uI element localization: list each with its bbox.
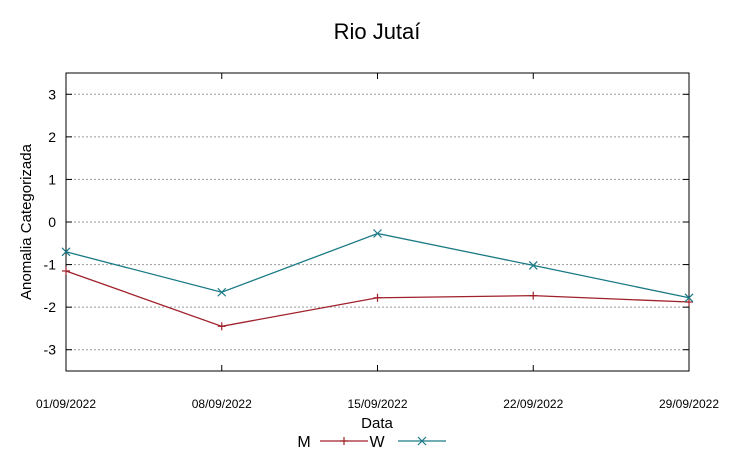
x-axis: 01/09/2022 08/09/2022 15/09/2022 22/09/2022…: [36, 73, 719, 411]
x-tick-label: 01/09/2022: [36, 397, 96, 411]
series-w-point: [684, 293, 694, 303]
series-w-point: [528, 260, 538, 270]
x-tick-label: 29/09/2022: [659, 397, 719, 411]
y-axis: 3 2 1 0 -1 -2 -3: [44, 86, 689, 358]
series-m-point: [62, 266, 70, 275]
chart-title: Rio Jutaí: [334, 19, 421, 44]
series-m-point: [529, 291, 538, 300]
legend-label-m: M: [297, 434, 310, 451]
y-tick-label: 0: [48, 214, 56, 230]
x-tick-label: 08/09/2022: [192, 397, 252, 411]
series-w-point: [373, 229, 382, 238]
x-axis-label: Data: [361, 415, 393, 432]
series-w-point-stroke: [684, 293, 694, 303]
series-m-point: [685, 298, 693, 307]
x-tick-label: 22/09/2022: [503, 397, 563, 411]
series-m-point: [217, 322, 226, 331]
series-w-point: [61, 247, 71, 257]
y-tick-label: 2: [48, 129, 56, 145]
legend-marker-w: [417, 436, 427, 446]
y-axis-label: Anomalia Categorizada: [18, 143, 35, 300]
legend-marker-w-stroke: [417, 436, 427, 446]
series-w-point-stroke: [528, 260, 538, 270]
y-tick-label: -3: [44, 342, 57, 358]
series-w-point-stroke: [217, 287, 227, 297]
series-w-line: [65, 232, 690, 299]
y-tick-label: 3: [48, 86, 56, 102]
series-w-point: [217, 287, 227, 297]
legend-marker-m: [340, 437, 348, 445]
y-tick-label: -1: [44, 257, 57, 273]
series-w-point-stroke: [61, 247, 71, 257]
grid: [66, 93, 689, 351]
y-tick-label: 1: [48, 171, 56, 187]
series-w-point-stroke: [373, 229, 382, 238]
y-tick-label: -2: [44, 299, 57, 315]
legend-label-w: W: [369, 434, 385, 451]
series-m-point: [373, 293, 382, 302]
x-tick-label: 15/09/2022: [347, 397, 407, 411]
series-layer: [61, 229, 694, 331]
